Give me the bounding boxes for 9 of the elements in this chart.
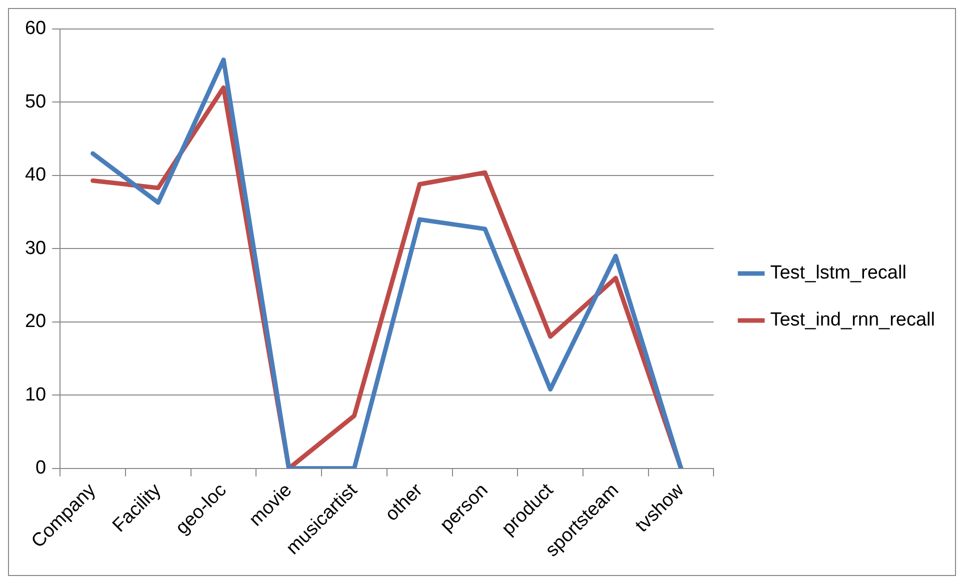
y-tick-label: 0 [36,458,46,479]
y-tick-label: 50 [24,91,46,112]
y-tick-label: 40 [24,164,46,186]
y-tick-label: 30 [24,238,46,259]
y-tick-label: 60 [24,18,46,40]
legend-label: Test_ind_rnn_recall [770,310,935,331]
y-tick-label: 20 [24,311,46,332]
legend-label: Test_lstm_recall [770,262,906,284]
y-tick-label: 10 [24,384,46,406]
